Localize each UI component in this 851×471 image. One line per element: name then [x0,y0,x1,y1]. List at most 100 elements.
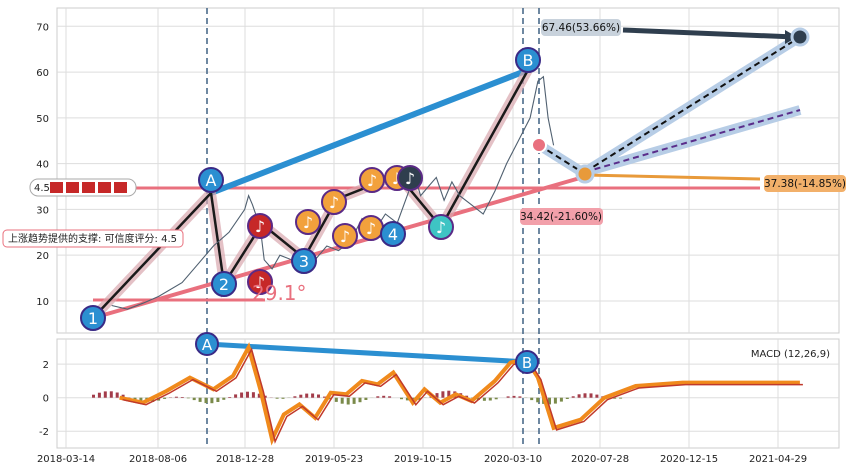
note-marker-1 [247,269,273,295]
macd-hist-bar [589,393,593,398]
wave-point-label: 1 [88,309,98,328]
wave-point-label: B [523,51,534,70]
price-series [111,75,555,310]
price-y-tick-label: 10 [36,297,49,308]
tick-layer: 10 20 30 40 50 60 70 -2 0 2 2018-03-14 2018-08-06 20… [36,22,807,465]
x-tick-label: 2019-05-23 [305,454,363,465]
x-tick-label: 2021-04-29 [749,454,807,465]
wave-point-label: 4 [388,225,398,244]
macd-hist-bar [583,393,587,398]
macd-hist-bar [109,391,113,398]
angle-text: 29.1° [252,281,307,305]
macd-hist-bar [435,393,439,398]
price-panel-frame [56,7,840,334]
note-marker-3 [321,189,347,215]
rating-star-2 [82,182,95,193]
macd-hist-bar [222,397,226,400]
macd-hist-bar [328,397,332,400]
note-glyph-1: ♪ [255,273,265,292]
label-top-bg [541,19,621,36]
macd-wave-point-label: B [522,354,532,372]
macd-hist-bar [210,397,214,404]
macd-hist-bar [228,397,232,398]
macd-hist-bar [97,392,101,398]
macd-hist-bar [352,397,356,404]
label-layer: 67.46(53.66%) 37.38(-14.85%) 34.42(-21.60%… [2,19,846,360]
macd-hist-bar [565,397,569,399]
macd-hist-bar [512,395,516,398]
macd-hist-bar [364,397,368,400]
forecast-arrow-up [622,27,796,40]
support-text-bg [2,229,184,248]
macd-hist-bar [334,397,338,402]
ab-line-price [209,67,530,196]
macd-signal [122,347,803,444]
x-tick-label: 2019-10-15 [394,454,452,465]
rating-star-0 [50,182,63,193]
macd-hist-bar [240,392,244,398]
price-y-tick-label: 60 [36,68,49,79]
note-glyph-2: ♪ [303,213,313,232]
macd-hist-bar [139,397,143,402]
note-marker-4 [332,223,358,249]
macd-hist-bar [465,395,469,398]
wave-point-5 [515,47,541,73]
note-glyph-9: ♪ [436,218,446,237]
note-marker-9 [428,214,454,240]
macd-hist-bar [198,397,202,402]
price-y-tick-label: 50 [36,114,49,125]
wave-point-4 [380,221,406,247]
macd-y-tick-label: 0 [43,394,49,405]
macd-line [119,342,800,446]
x-tick-label: 2018-03-14 [37,454,95,465]
macd-hist-bar [275,397,279,399]
wave-point-label: A [206,171,217,190]
overlay-layer [57,8,803,448]
macd-hist-bar [174,396,178,398]
macd-hist-bar [400,397,403,400]
macd-hist-bar [311,393,315,398]
macd-hist-bar [405,397,409,401]
wave-point-label: 2 [219,275,229,294]
macd-hist-bar [346,397,350,405]
macd-hist-bar [257,393,261,398]
note-marker-5 [359,167,385,193]
macd-hist-bar [340,397,344,404]
macd-hist-bar [192,397,196,401]
macd-hist-bar [234,394,238,398]
macd-hist-bar [417,397,421,400]
macd-hist-bar [441,391,445,398]
macd-hist-bar [317,394,320,398]
series-layer [92,75,803,446]
x-tick-label: 2018-08-06 [129,454,187,465]
price-y-tick-label: 20 [36,251,49,262]
x-tick-label: 2020-12-15 [660,454,718,465]
macd-hist-bar [115,392,119,398]
wave-point-0 [80,305,106,331]
macd-hist-bar [482,397,486,401]
grid-layer [57,8,839,448]
macd-wave-point-0 [195,332,219,356]
macd-hist-bar [548,397,551,405]
macd-hist-bar [323,396,326,398]
macd-hist-bar [163,397,167,399]
macd-hist-bar [92,394,95,398]
x-tick-label: 2020-03-10 [484,454,542,465]
note-glyph-3: ♪ [329,193,339,212]
macd-wave-point-label: A [202,336,213,354]
wave-point-1 [198,167,224,193]
support-trend-line [92,176,581,320]
macd-y-tick-label: 2 [43,360,49,371]
wave-point-label: 3 [299,252,309,271]
label-right-bg [764,175,846,192]
macd-hist-bar [186,397,190,399]
support-text: 上涨趋势提供的支撑: 可信度评分: 4.5 [8,232,177,245]
macd-hist-bar [358,397,362,403]
label-right: 37.38(-14.85%) [764,178,846,190]
macd-hist-bar [447,390,451,398]
note-glyph-6: ♪ [366,219,376,238]
macd-hist-bar [103,391,107,398]
rating-star-4 [114,182,127,193]
rating-star-3 [98,182,111,193]
